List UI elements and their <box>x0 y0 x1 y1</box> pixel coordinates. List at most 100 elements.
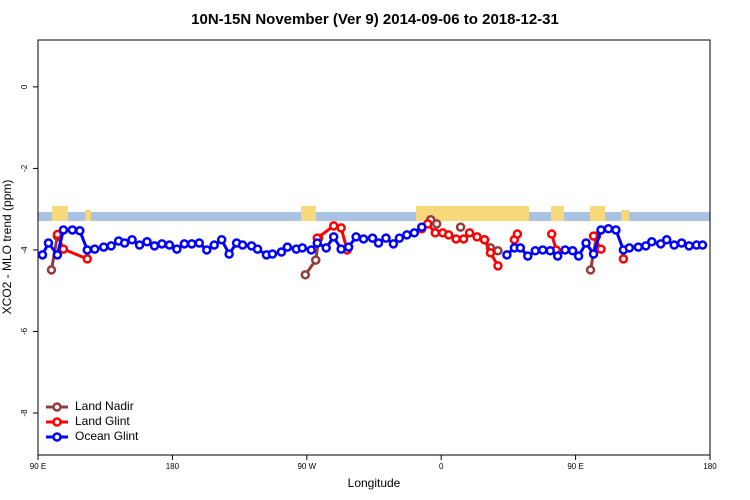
data-point <box>567 246 578 256</box>
data-point <box>179 239 190 249</box>
data-point <box>46 265 57 275</box>
data-point <box>237 240 248 250</box>
data-point <box>431 219 442 229</box>
x-tick-label: 180 <box>166 462 180 471</box>
data-point <box>67 225 78 235</box>
y-axis-label: XCO2 - MLO trend (ppm) <box>0 180 14 315</box>
land-patch <box>416 206 529 221</box>
data-point <box>106 241 116 251</box>
data-point <box>328 232 339 242</box>
land-patch <box>85 210 91 221</box>
y-tick-label: -2 <box>20 164 29 172</box>
data-point <box>194 238 205 248</box>
data-point <box>455 222 466 232</box>
data-point <box>172 244 182 254</box>
y-tick-label: -6 <box>20 327 29 335</box>
x-tick-label: 90 W <box>297 462 316 471</box>
land-patch <box>590 206 605 221</box>
data-point <box>224 249 234 259</box>
data-point <box>493 246 503 256</box>
data-point <box>515 243 526 253</box>
data-point <box>545 246 555 256</box>
data-point <box>276 247 287 257</box>
data-point <box>611 225 621 235</box>
data-point <box>417 222 427 232</box>
data-point <box>75 226 85 236</box>
data-point <box>164 240 175 250</box>
data-point <box>603 223 614 234</box>
x-tick-label: 90 E <box>30 462 46 471</box>
data-point <box>252 244 263 254</box>
data-point <box>633 242 644 252</box>
data-point <box>581 238 591 248</box>
data-point <box>351 232 361 242</box>
data-point <box>343 242 354 252</box>
data-point <box>300 270 311 280</box>
data-point <box>661 235 672 245</box>
data-point <box>402 230 412 240</box>
data-point <box>588 249 599 259</box>
data-point <box>82 245 93 255</box>
data-point <box>394 233 405 243</box>
data-point <box>537 245 548 255</box>
data-point <box>52 250 63 260</box>
ocean-strip <box>38 212 710 221</box>
y-tick-label: -4 <box>20 246 29 254</box>
data-point <box>367 233 378 243</box>
data-point <box>381 233 391 243</box>
data-point <box>149 241 160 251</box>
data-point <box>187 239 197 249</box>
data-point <box>89 244 100 254</box>
data-point <box>585 265 596 275</box>
data-point <box>530 246 541 256</box>
data-point <box>430 228 440 238</box>
data-point <box>358 234 369 244</box>
data-point <box>306 245 317 255</box>
legend-label: Ocean Glint <box>75 429 139 443</box>
data-point <box>596 225 606 235</box>
data-point <box>479 235 490 245</box>
data-point <box>134 240 145 250</box>
data-point <box>37 250 48 260</box>
data-point <box>512 229 523 239</box>
data-point <box>493 261 503 271</box>
x-tick-label: 0 <box>439 462 444 471</box>
data-point <box>502 250 512 260</box>
data-point <box>373 238 384 248</box>
data-point <box>485 248 496 258</box>
x-tick-label: 90 E <box>567 462 583 471</box>
data-point <box>560 245 570 255</box>
data-point <box>201 245 212 255</box>
data-point <box>669 240 679 250</box>
data-point <box>209 240 219 250</box>
data-point <box>297 243 308 253</box>
plot-frame <box>37 39 711 456</box>
data-point <box>142 237 152 247</box>
land-patch <box>551 206 564 221</box>
data-point <box>321 243 331 253</box>
chart-title: 10N-15N November (Ver 9) 2014-09-06 to 2… <box>191 11 559 28</box>
data-point <box>282 242 293 252</box>
land-ocean-strip <box>38 206 710 221</box>
data-point <box>472 232 482 242</box>
legend-label: Land Nadir <box>75 399 134 413</box>
data-point <box>641 241 651 251</box>
data-point <box>523 251 533 261</box>
data-point <box>546 229 557 239</box>
y-tick-label: -8 <box>20 409 29 417</box>
series <box>37 222 708 261</box>
data-point <box>43 238 54 248</box>
data-point <box>336 223 346 233</box>
data-point <box>655 239 666 249</box>
x-tick-label: 180 <box>703 462 717 471</box>
data-point <box>119 238 130 248</box>
data-point <box>328 221 339 231</box>
data-point <box>552 251 563 261</box>
x-axis-label: Longitude <box>348 476 401 490</box>
data-point <box>647 237 657 247</box>
data-point <box>676 238 687 248</box>
legend-label: Land Glint <box>75 414 130 428</box>
